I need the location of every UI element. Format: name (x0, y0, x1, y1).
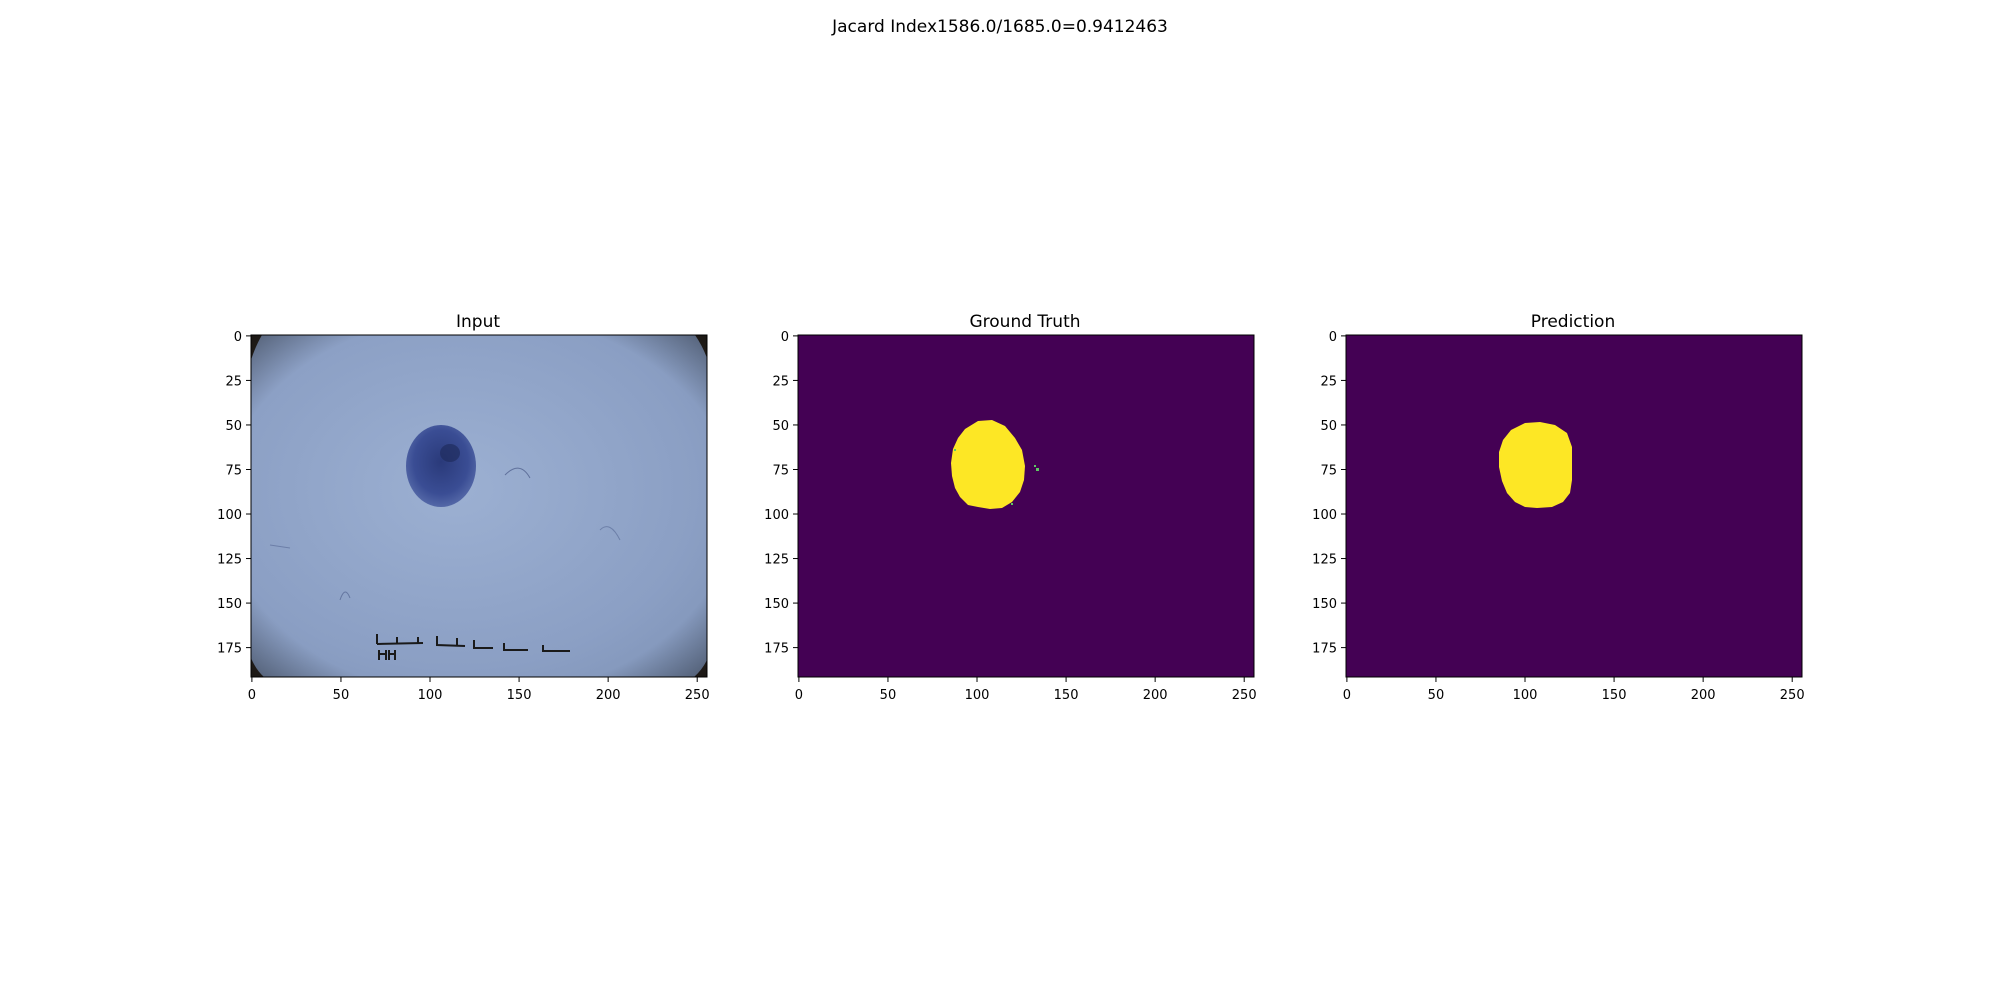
x-tick-label-prediction: 100 (1513, 688, 1538, 703)
y-tick-label-prediction: 0 (1329, 330, 1337, 345)
y-tick-label-prediction: 100 (1312, 508, 1337, 523)
y-tick-label-prediction: 175 (1312, 642, 1337, 657)
input-image (251, 335, 707, 677)
y-tick-label-prediction: 75 (1320, 463, 1337, 478)
prediction-mask (1346, 335, 1802, 677)
y-tick-label-input: 75 (225, 463, 242, 478)
ruler-marks (376, 634, 570, 660)
prediction-lesion (1499, 422, 1572, 508)
panel-input: Input (250, 312, 708, 678)
x-tick-label-input: 100 (418, 688, 443, 703)
y-tick-label-ground-truth: 100 (764, 508, 789, 523)
y-tick-label-prediction: 125 (1312, 553, 1337, 568)
y-tick-label-ground-truth: 0 (781, 330, 789, 345)
y-tick-label-prediction: 150 (1312, 597, 1337, 612)
y-tick-label-ground-truth: 25 (772, 374, 789, 389)
lesion-spot (406, 425, 476, 507)
x-tick-label-prediction: 50 (1428, 688, 1445, 703)
ground-truth-mask (798, 335, 1254, 677)
panel-prediction: Prediction (1345, 312, 1803, 678)
y-tick-label-input: 100 (217, 508, 242, 523)
y-tick-label-input: 25 (225, 374, 242, 389)
y-tick-label-ground-truth: 75 (772, 463, 789, 478)
y-tick-label-ground-truth: 175 (764, 642, 789, 657)
x-tick-label-prediction: 150 (1602, 688, 1627, 703)
panel-title-ground-truth: Ground Truth (969, 312, 1080, 332)
panel-ground-truth: Ground Truth (797, 312, 1255, 678)
x-tick-label-input: 250 (685, 688, 710, 703)
x-tick-label-ground-truth: 200 (1143, 688, 1168, 703)
y-tick-label-input: 175 (217, 642, 242, 657)
y-tick-label-input: 125 (217, 553, 242, 568)
ground-truth-lesion (951, 420, 1025, 509)
y-tick-label-prediction: 50 (1320, 419, 1337, 434)
x-tick-label-ground-truth: 250 (1232, 688, 1257, 703)
x-tick-label-input: 50 (333, 688, 350, 703)
figure-suptitle: Jacard Index1586.0/1685.0=0.9412463 (831, 17, 1168, 37)
x-tick-label-prediction: 250 (1780, 688, 1805, 703)
y-tick-label-ground-truth: 150 (764, 597, 789, 612)
x-tick-label-input: 0 (248, 688, 256, 703)
x-tick-label-input: 200 (596, 688, 621, 703)
y-tick-label-input: 0 (234, 330, 242, 345)
x-tick-label-ground-truth: 50 (880, 688, 897, 703)
x-tick-label-prediction: 200 (1691, 688, 1716, 703)
x-tick-label-prediction: 0 (1343, 688, 1351, 703)
y-tick-label-input: 150 (217, 597, 242, 612)
panel-title-prediction: Prediction (1531, 312, 1615, 332)
x-tick-label-input: 150 (507, 688, 532, 703)
x-tick-label-ground-truth: 0 (795, 688, 803, 703)
y-tick-label-ground-truth: 125 (764, 553, 789, 568)
y-tick-label-ground-truth: 50 (772, 419, 789, 434)
y-tick-label-input: 50 (225, 419, 242, 434)
x-tick-label-ground-truth: 100 (965, 688, 990, 703)
panel-title-input: Input (456, 312, 500, 332)
x-tick-label-ground-truth: 150 (1054, 688, 1079, 703)
y-tick-label-prediction: 25 (1320, 374, 1337, 389)
